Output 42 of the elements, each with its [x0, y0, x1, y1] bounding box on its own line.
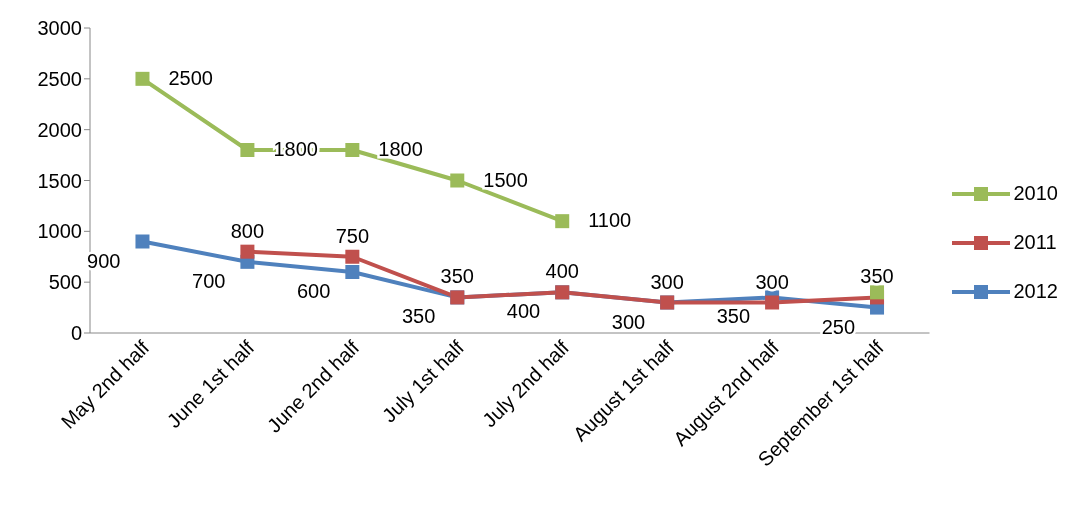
data-label: 700	[192, 269, 226, 292]
point	[240, 143, 255, 157]
data-label: 300	[755, 270, 789, 293]
data-label: 1800	[378, 138, 423, 160]
y-tick-label: 500	[48, 271, 82, 294]
data-label: 350	[716, 305, 751, 328]
y-tick-label: 1000	[37, 220, 82, 243]
point	[345, 265, 360, 279]
data-label: 350	[860, 265, 894, 288]
point	[765, 295, 780, 310]
y-tick-label: 3000	[37, 17, 82, 40]
data-label: 400	[506, 300, 541, 323]
data-label: 250	[821, 315, 856, 338]
y-tick-label: 2500	[37, 67, 82, 90]
x-tick-label: July 2nd half	[478, 335, 574, 432]
data-label: 400	[545, 260, 579, 283]
data-label: 1500	[483, 168, 528, 191]
y-tick-label: 1500	[37, 169, 82, 192]
point	[870, 285, 885, 300]
data-label: 2500	[168, 66, 213, 89]
y-tick-label: 2000	[37, 118, 82, 141]
point	[345, 143, 360, 157]
data-label: 750	[335, 224, 370, 247]
legend-label: 2011	[1013, 231, 1057, 254]
point	[450, 173, 465, 188]
data-label: 1100	[588, 209, 632, 232]
data-label: 300	[611, 310, 646, 333]
legend-label: 2012	[1013, 280, 1058, 303]
data-label: 350	[401, 305, 436, 328]
data-label: 300	[650, 270, 684, 293]
point	[135, 234, 150, 249]
data-label: 800	[230, 219, 265, 242]
data-label: 600	[296, 280, 331, 302]
y-tick-label: 0	[70, 322, 82, 345]
point	[240, 244, 255, 259]
data-label: 900	[87, 249, 121, 272]
data-label: 350	[440, 265, 474, 288]
x-tick-label: July 1st half	[377, 335, 469, 427]
point	[135, 71, 150, 86]
point	[555, 214, 570, 229]
point	[345, 249, 360, 264]
legend-label: 2010	[1013, 182, 1058, 205]
